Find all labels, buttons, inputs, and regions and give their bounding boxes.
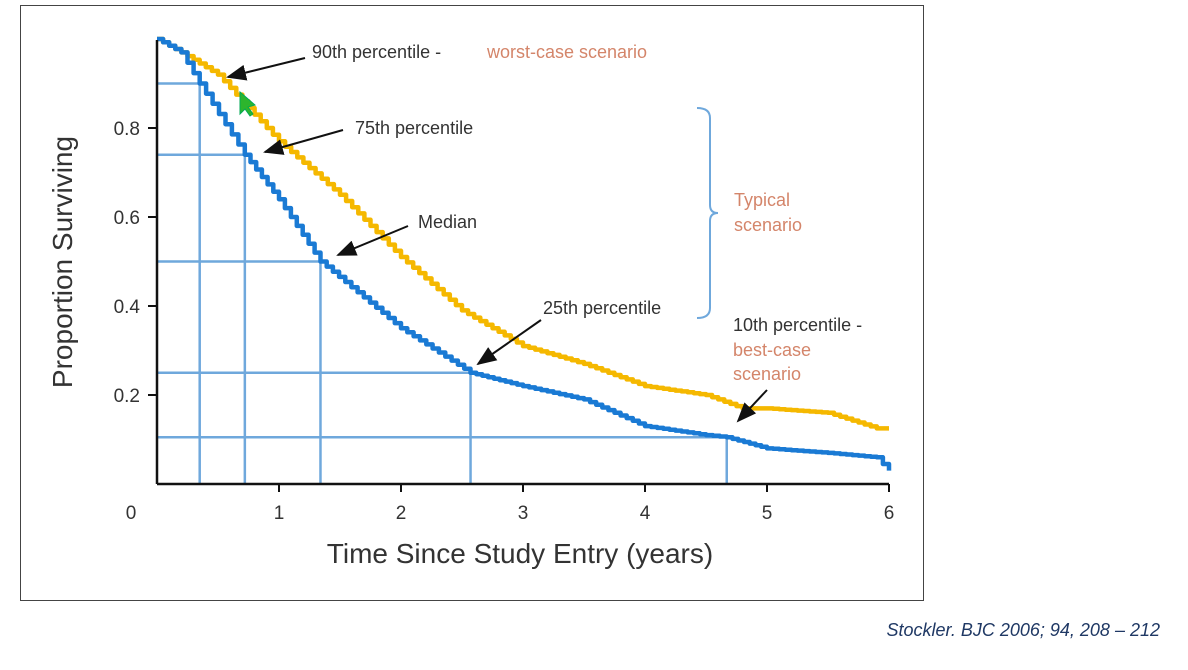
percentile-guide-0 xyxy=(157,82,201,484)
x-tick-label: 0 xyxy=(126,503,137,524)
survival-curve-0 xyxy=(157,36,889,431)
arrow-p10 xyxy=(736,389,768,423)
annotation-typical-2: scenario xyxy=(734,215,802,235)
annotation-typical-1: Typical xyxy=(734,190,790,210)
x-tick-label: 6 xyxy=(884,503,895,524)
y-tick-label: 0.8 xyxy=(114,119,140,140)
annotation-p10-note-1: best-case xyxy=(733,340,811,360)
annotation-median: Median xyxy=(418,212,477,232)
citation: Stockler. BJC 2006; 94, 208 – 212 xyxy=(886,620,1160,640)
figure-frame xyxy=(20,5,924,601)
annotation-p25: 25th percentile xyxy=(543,298,661,318)
percentile-guide-4 xyxy=(157,436,728,484)
x-tick-label: 2 xyxy=(396,503,407,524)
x-tick-label: 3 xyxy=(518,503,529,524)
x-tick-label: 1 xyxy=(274,503,285,524)
arrow-p25 xyxy=(476,319,542,366)
annotations: 90th percentile - worst-case scenario 75… xyxy=(226,42,862,423)
y-tick-label: 0.2 xyxy=(114,386,140,407)
annotation-p90: 90th percentile - xyxy=(312,42,441,62)
annotation-p10: 10th percentile - xyxy=(733,315,862,335)
mouse-cursor-icon xyxy=(239,90,257,117)
y-tick-label: 0.6 xyxy=(114,208,140,229)
y-axis-label: Proportion Surviving xyxy=(47,136,78,388)
x-tick-label: 5 xyxy=(762,503,773,524)
annotation-p10-note-2: scenario xyxy=(733,364,801,384)
y-tick-label: 0.4 xyxy=(114,297,141,318)
annotation-p75: 75th percentile xyxy=(355,118,473,138)
percentile-guide-3 xyxy=(157,371,472,484)
annotation-p90-note: worst-case scenario xyxy=(486,42,647,62)
survival-curve-1 xyxy=(157,36,892,471)
x-axis-label: Time Since Study Entry (years) xyxy=(327,538,713,569)
x-tick-label: 4 xyxy=(640,503,651,524)
arrow-p90 xyxy=(226,57,306,81)
typical-bracket xyxy=(696,107,719,319)
arrow-median xyxy=(336,225,409,256)
arrow-p75 xyxy=(263,129,344,155)
